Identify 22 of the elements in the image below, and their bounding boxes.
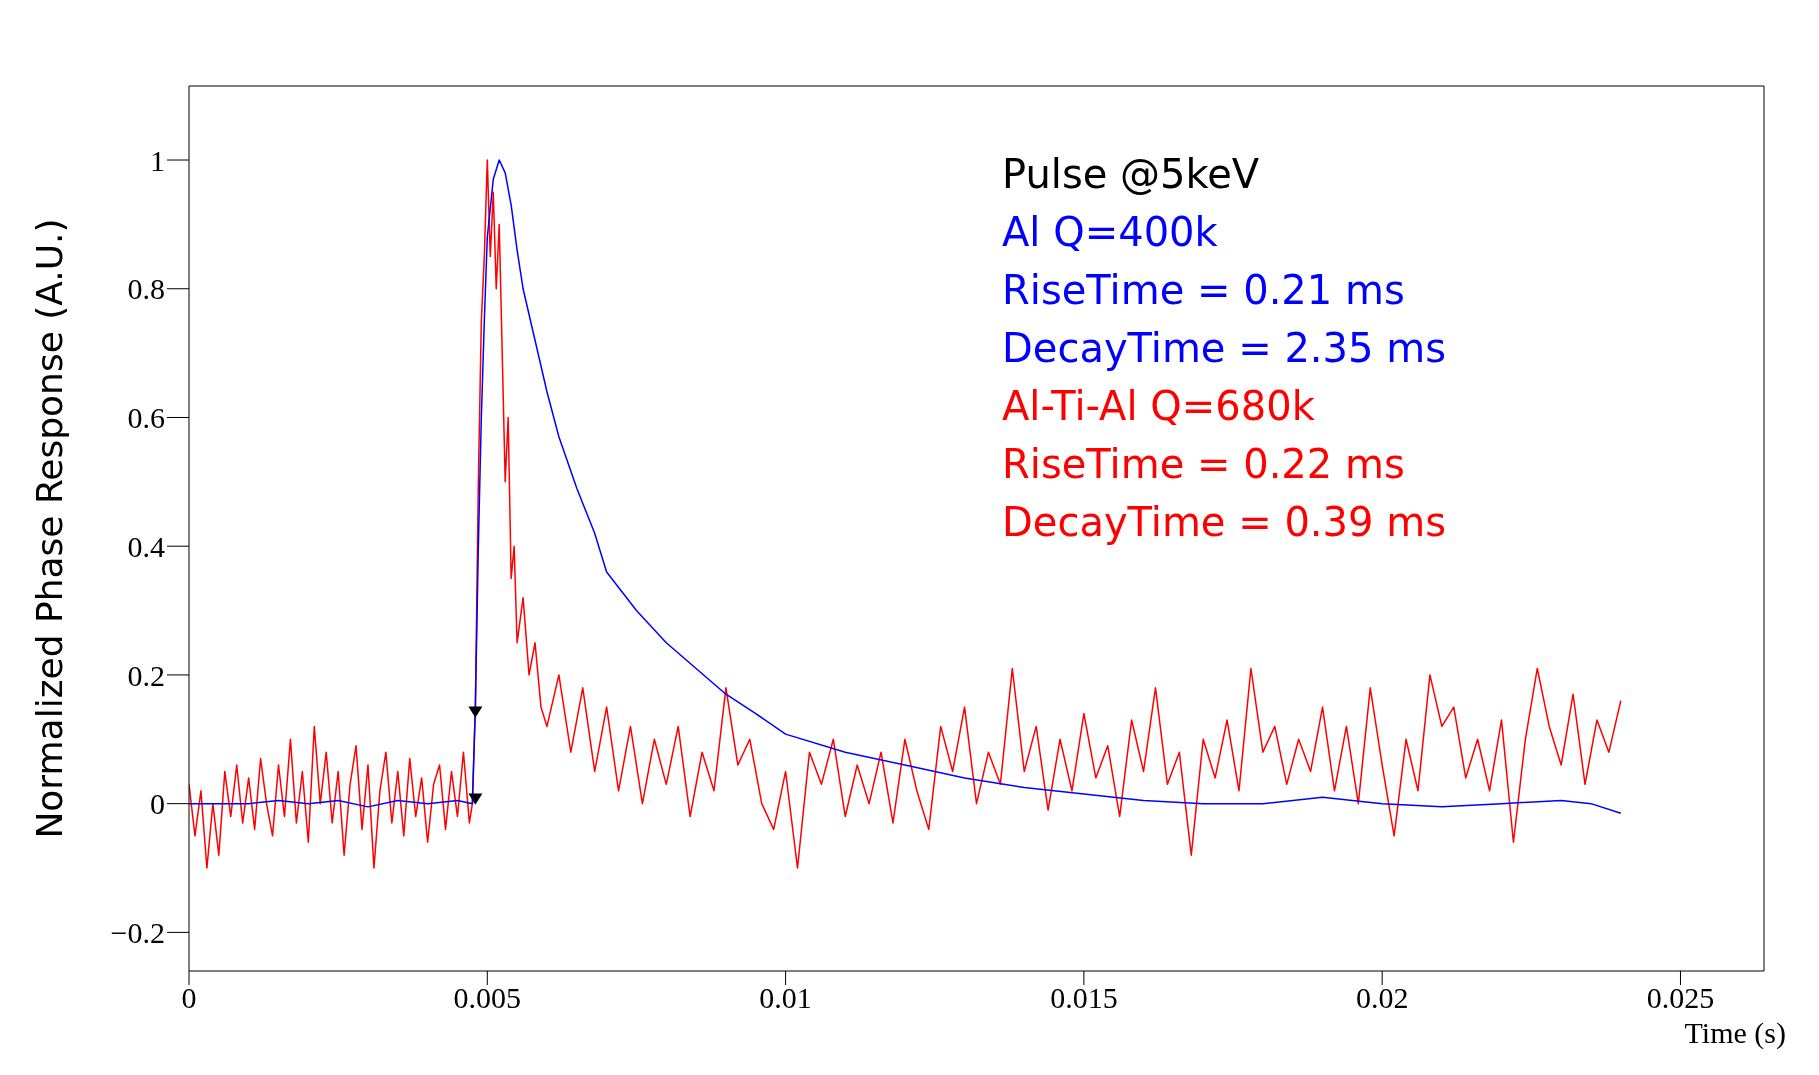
x-axis-title: Time (s)	[1684, 1016, 1786, 1050]
x-tick-label: 0.005	[453, 981, 522, 1015]
y-tick-label: 0.4	[127, 529, 165, 563]
y-tick-label: 1	[150, 143, 165, 177]
y-tick-label: 0.8	[127, 272, 165, 306]
annotation: RiseTime = 0.22 ms	[1002, 440, 1406, 489]
text: Al Q=400k	[1002, 208, 1219, 257]
y-tick-label: 0.2	[127, 658, 165, 692]
x-tick-label: 0	[181, 981, 197, 1015]
y-tick-label: −0.2	[110, 916, 165, 950]
y-axis-title: Normalized Phase Response (A.U.)	[28, 218, 70, 839]
annotation: DecayTime = 2.35 ms	[1002, 324, 1447, 373]
x-tick-label: 0.025	[1646, 981, 1715, 1015]
legend-title: Pulse @5keV	[1002, 150, 1261, 199]
x-tick-label: 0.02	[1355, 981, 1409, 1015]
x-tick-label: 0.01	[759, 981, 812, 1015]
annotation: DecayTime = 0.39 ms	[1002, 498, 1447, 547]
annotation: RiseTime = 0.21 ms	[1002, 266, 1406, 315]
text: Al-Ti-Al Q=680k	[1002, 382, 1316, 431]
y-tick-label: 0	[150, 787, 165, 821]
y-tick-label: 0.6	[127, 401, 165, 435]
x-tick-label: 0.015	[1050, 981, 1118, 1015]
